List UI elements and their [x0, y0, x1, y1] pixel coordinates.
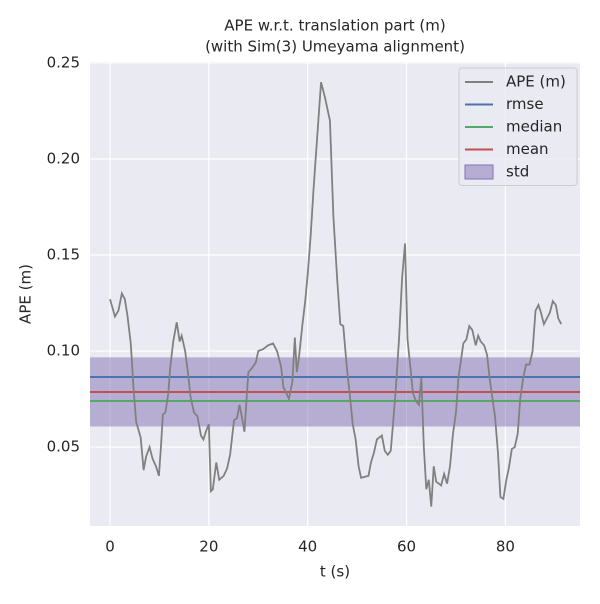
y-axis-label: APE (m): [17, 264, 35, 324]
ape-line: [109, 81, 563, 507]
legend-label: std: [506, 163, 529, 181]
y-tick-label: 0.05: [47, 438, 80, 456]
legend-label: rmse: [506, 95, 544, 113]
y-tick-label: 0.25: [47, 53, 80, 71]
y-tick-label: 0.20: [47, 149, 80, 167]
x-tick-label: 0: [105, 538, 115, 556]
legend-label: median: [506, 118, 562, 136]
x-tick-label: 60: [397, 538, 416, 556]
chart-subtitle: (with Sim(3) Umeyama alignment): [205, 38, 465, 56]
chart-title: APE w.r.t. translation part (m): [224, 17, 445, 35]
legend-box: [458, 67, 578, 186]
x-tick-label: 40: [298, 538, 317, 556]
legend-label: APE (m): [506, 73, 566, 91]
y-tick-label: 0.10: [47, 342, 80, 360]
x-tick-label: 20: [199, 538, 218, 556]
x-axis-label: t (s): [320, 563, 350, 581]
legend-label: mean: [506, 140, 549, 158]
legend-swatch: [464, 164, 494, 180]
x-tick-label: 80: [496, 538, 515, 556]
y-tick-label: 0.15: [47, 246, 80, 264]
